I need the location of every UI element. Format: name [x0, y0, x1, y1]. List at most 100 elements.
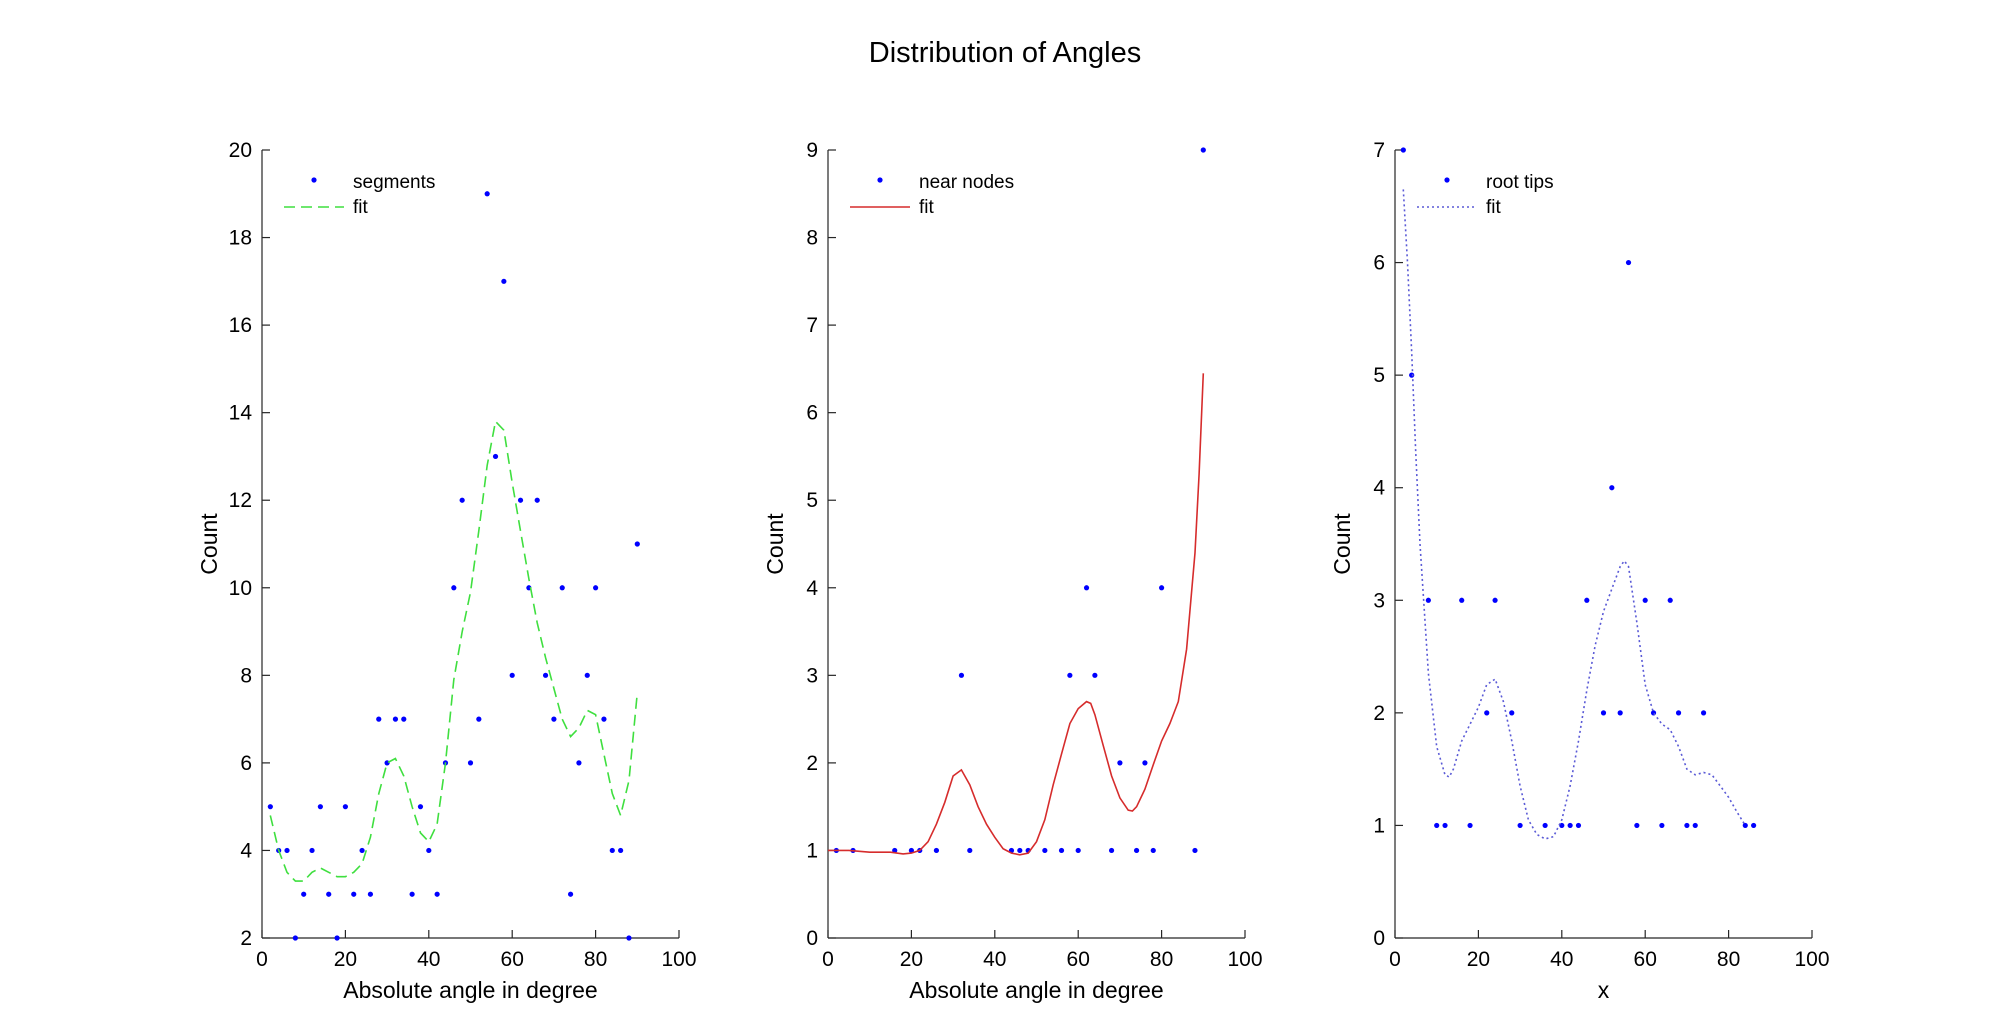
- data-point: [492, 453, 499, 460]
- legend: near nodes fit: [850, 172, 1014, 218]
- x-tick-label: 100: [1794, 948, 1829, 971]
- data-point: [376, 716, 382, 722]
- data-point: [392, 716, 399, 722]
- y-tick-label: 1: [806, 839, 818, 862]
- y-tick-label: 3: [1373, 589, 1385, 612]
- data-point: [517, 497, 524, 503]
- legend-label: root tips: [1486, 172, 1554, 193]
- y-tick-label: 8: [240, 664, 252, 687]
- x-axis-label: Absolute angle in degree: [909, 977, 1163, 1003]
- y-tick-label: 7: [806, 314, 818, 337]
- y-axis-label: Count: [762, 513, 788, 575]
- data-point: [1459, 597, 1465, 603]
- data-point: [1675, 710, 1682, 716]
- data-point: [426, 847, 432, 854]
- x-tick-label: 80: [1150, 948, 1173, 971]
- x-tick-label: 0: [822, 948, 834, 971]
- figure-title: Distribution of Angles: [869, 37, 1141, 69]
- data-point: [292, 935, 298, 941]
- y-tick-label: 16: [229, 314, 252, 337]
- data-point: [409, 891, 415, 897]
- data-point: [326, 891, 332, 897]
- x-tick-label: 20: [334, 948, 357, 971]
- data-point: [1542, 822, 1548, 829]
- x-tick-label: 60: [1067, 948, 1090, 971]
- data-point: [367, 891, 374, 897]
- data-point: [593, 585, 599, 591]
- y-tick-label: 2: [240, 927, 252, 950]
- x-tick-label: 40: [983, 948, 1006, 971]
- subplot-1: 0 20 40 60 80 100 2 4 6 8 10 12 14 16 18 20 Absolute ang…: [196, 139, 697, 1003]
- y-axis-label: Count: [1329, 513, 1355, 575]
- data-point: [434, 891, 440, 897]
- data-point: [626, 935, 632, 941]
- data-point: [359, 847, 365, 854]
- y-tick-label: 2: [1373, 702, 1385, 725]
- x-axis-label: Absolute angle in degree: [343, 977, 597, 1003]
- y-tick-label: 6: [806, 402, 818, 425]
- data-point: [1625, 259, 1632, 266]
- data-point: [1067, 672, 1073, 678]
- x-tick-label: 20: [1467, 948, 1490, 971]
- data-point: [908, 847, 915, 854]
- x-tick-label: 40: [1550, 948, 1573, 971]
- legend-label: fit: [353, 197, 369, 218]
- y-tick-label: 6: [240, 752, 252, 775]
- data-point: [1092, 672, 1098, 678]
- data-point: [1442, 822, 1448, 829]
- data-point: [1667, 597, 1673, 603]
- data-point: [1509, 710, 1515, 716]
- legend-marker-swatch: [877, 177, 883, 183]
- data-point: [1609, 485, 1615, 491]
- data-point: [1425, 597, 1431, 603]
- data-point: [1584, 597, 1590, 603]
- data-point: [1484, 710, 1490, 716]
- data-point: [317, 804, 323, 810]
- y-tick-label: 20: [229, 139, 252, 162]
- y-tick-label: 4: [1373, 477, 1385, 500]
- x-tick-label: 0: [1389, 948, 1401, 971]
- data-point: [501, 278, 507, 284]
- data-point: [1017, 847, 1023, 854]
- x-tick-label: 80: [584, 948, 607, 971]
- data-point: [1684, 822, 1690, 829]
- y-tick-label: 6: [1373, 252, 1385, 275]
- y-tick-label: 4: [240, 839, 252, 862]
- data-point: [967, 847, 973, 854]
- data-point: [1642, 597, 1648, 603]
- data-point: [476, 716, 482, 722]
- legend-marker-swatch: [311, 177, 317, 183]
- data-point: [284, 847, 290, 854]
- y-tick-label: 5: [806, 489, 818, 512]
- y-axis-label: Count: [196, 513, 222, 575]
- data-point: [484, 191, 490, 197]
- fit-curve: [269, 419, 639, 882]
- legend-label: fit: [919, 197, 935, 218]
- y-tick-label: 5: [1373, 364, 1385, 387]
- y-tick-label: 18: [229, 227, 252, 250]
- y-tick-label: 9: [806, 139, 818, 162]
- x-tick-label: 100: [661, 948, 696, 971]
- data-point: [1192, 847, 1198, 854]
- data-point: [1075, 847, 1081, 854]
- data-point: [1659, 822, 1665, 829]
- legend: segments fit: [284, 172, 435, 218]
- data-point: [309, 847, 315, 854]
- data-point: [1567, 822, 1573, 829]
- data-point: [401, 716, 407, 722]
- data-point: [334, 935, 340, 941]
- data-point: [1467, 822, 1473, 829]
- x-tick-label: 0: [256, 948, 268, 971]
- data-point: [576, 760, 582, 766]
- data-point: [467, 760, 474, 766]
- data-point: [601, 716, 607, 722]
- data-point: [351, 891, 357, 897]
- y-tick-label: 12: [229, 489, 252, 512]
- y-tick-label: 10: [229, 577, 252, 600]
- fit-curve: [1402, 189, 1746, 840]
- legend: root tips fit: [1417, 172, 1554, 218]
- x-tick-label: 100: [1227, 948, 1262, 971]
- data-point: [933, 847, 940, 854]
